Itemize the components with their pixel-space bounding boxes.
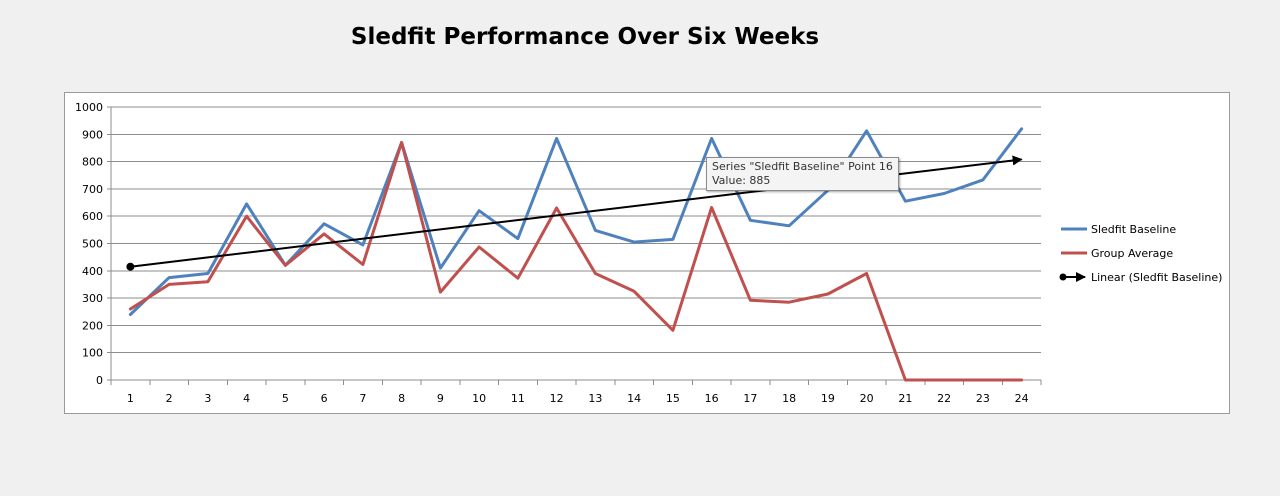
x-tick-label: 1 xyxy=(127,392,134,405)
x-tick-label: 14 xyxy=(627,392,641,405)
legend-trendline-dot xyxy=(1059,273,1067,281)
y-tick-label: 500 xyxy=(82,238,103,251)
chart-title: Sledfit Performance Over Six Weeks xyxy=(350,24,820,50)
x-tick-label: 24 xyxy=(1015,392,1029,405)
x-tick-label: 4 xyxy=(243,392,250,405)
x-tick-label: 3 xyxy=(204,392,211,405)
x-tick-label: 21 xyxy=(898,392,912,405)
legend: Sledfit Baseline Group Average Linear (Sle… xyxy=(1059,223,1222,284)
x-tick-label: 22 xyxy=(937,392,951,405)
legend-label-sledfit-baseline: Sledfit Baseline xyxy=(1091,223,1176,236)
x-axis: 1 2 3 4 5 6 7 8 9 10 11 12 13 14 15 16 17 18 19 20 21 22 23 24 xyxy=(110,379,1042,405)
y-tick-label: 800 xyxy=(82,156,103,169)
series-line-group-average[interactable] xyxy=(128,141,1024,382)
legend-label-group-average: Group Average xyxy=(1091,247,1173,260)
tooltip-value-line: Value: 885 xyxy=(712,174,771,187)
x-tick-label: 12 xyxy=(550,392,564,405)
x-tick-label: 13 xyxy=(588,392,602,405)
plot-area-frame xyxy=(64,92,1230,414)
y-tick-label: 0 xyxy=(96,374,103,387)
x-tick-label: 7 xyxy=(359,392,366,405)
x-tick-label: 16 xyxy=(705,392,719,405)
x-tick-label: 19 xyxy=(821,392,835,405)
series-lines xyxy=(128,127,1024,382)
y-tick-label: 300 xyxy=(82,292,103,305)
y-tick-label: 600 xyxy=(82,210,103,223)
tooltip-series-line: Series "Sledfit Baseline" Point 16 xyxy=(712,160,893,173)
x-tick-label: 2 xyxy=(166,392,173,405)
x-tick-label: 18 xyxy=(782,392,796,405)
x-tick-label: 8 xyxy=(398,392,405,405)
x-tick-label: 5 xyxy=(282,392,289,405)
x-tick-label: 10 xyxy=(472,392,486,405)
y-tick-label: 1000 xyxy=(75,101,103,114)
x-tick-label: 15 xyxy=(666,392,680,405)
x-tick-label: 17 xyxy=(743,392,757,405)
x-tick-label: 6 xyxy=(321,392,328,405)
y-tick-label: 100 xyxy=(82,347,103,360)
gridlines xyxy=(111,106,1041,354)
legend-label-trendline: Linear (Sledfit Baseline) xyxy=(1091,271,1222,284)
y-tick-label: 200 xyxy=(82,319,103,332)
y-tick-label: 900 xyxy=(82,128,103,141)
trendline-start-dot xyxy=(126,262,135,271)
x-tick-label: 23 xyxy=(976,392,990,405)
y-axis: 0 100 200 300 400 500 600 700 800 900 1000 xyxy=(75,101,112,387)
x-tick-label: 9 xyxy=(437,392,444,405)
x-tick-label: 11 xyxy=(511,392,525,405)
y-tick-label: 400 xyxy=(82,265,103,278)
y-tick-label: 700 xyxy=(82,183,103,196)
data-point-tooltip: Series "Sledfit Baseline" Point 16 Value… xyxy=(706,157,899,191)
x-tick-label: 20 xyxy=(860,392,874,405)
